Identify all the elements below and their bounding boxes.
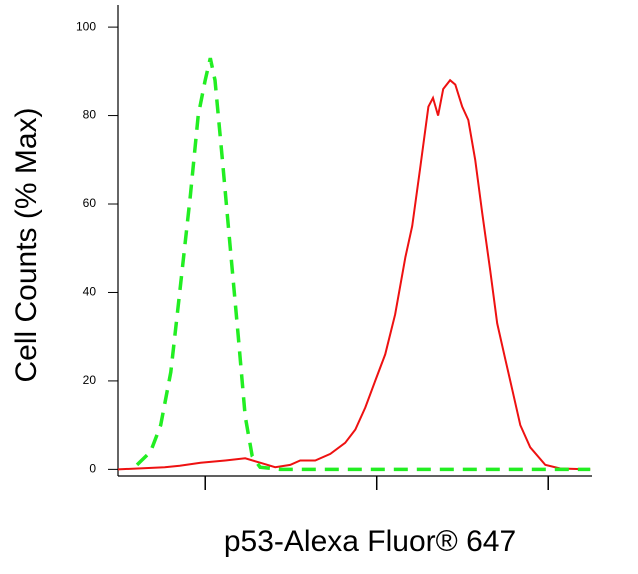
y-tick-label: 60 [83,196,97,210]
y-axis-label: Cell Counts (% Max) [10,107,43,382]
y-tick-label: 100 [76,19,96,33]
y-tick-label: 40 [83,285,97,299]
y-tick-label: 0 [89,462,96,476]
series-line [135,57,591,472]
x-axis-label: p53-Alexa Fluor® 647 [224,525,516,558]
y-tick-label: 80 [83,108,97,122]
y-tick-label: 20 [83,373,97,387]
series-line [117,78,591,471]
